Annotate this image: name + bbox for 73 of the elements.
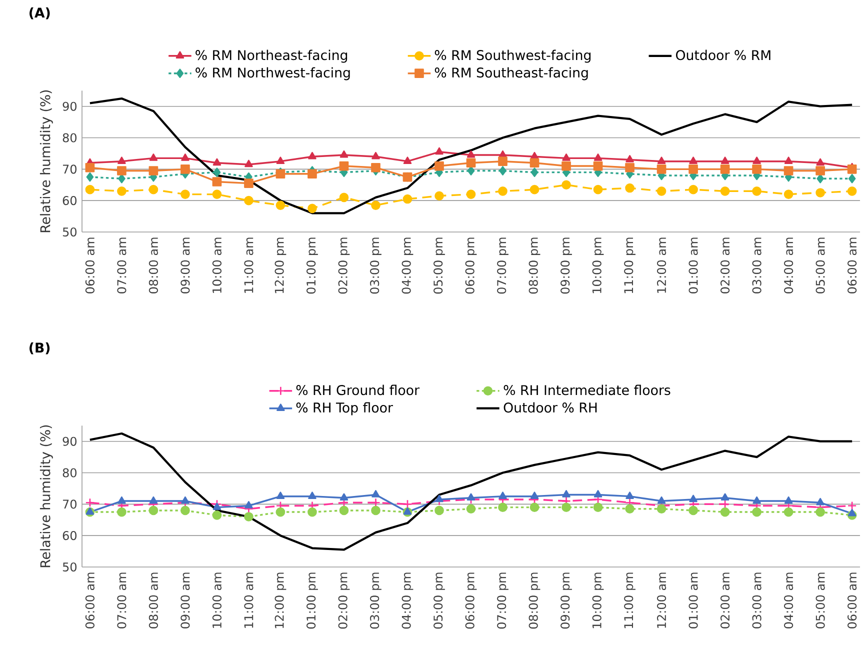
y-tick-label: 70 bbox=[63, 500, 76, 509]
x-tick-label: 04:00 am bbox=[784, 238, 794, 294]
x-tick-label: 08:00 pm bbox=[528, 572, 540, 629]
x-tick-label: 02:00 pm bbox=[338, 238, 350, 294]
x-tick-label: 11:00 am bbox=[244, 238, 254, 293]
x-tick-label: 11:00 pm bbox=[624, 572, 636, 628]
x-tick-label: 01:00 am bbox=[688, 238, 698, 294]
legend-label: % RM Southeast-facing bbox=[434, 67, 588, 80]
legend-label: % RM Northwest-facing bbox=[196, 67, 350, 80]
x-tick-label: 12:00 am bbox=[656, 572, 666, 628]
x-tick-label: 06:00 pm bbox=[465, 572, 477, 629]
y-tick-label: 80 bbox=[62, 133, 76, 142]
x-tick-label: 06:00 am bbox=[848, 238, 857, 294]
x-tick-label: 03:00 pm bbox=[370, 572, 382, 629]
x-tick-label: 02:00 pm bbox=[338, 572, 350, 629]
x-tick-label: 06:00 am bbox=[85, 238, 94, 294]
x-tick-label: 07:00 pm bbox=[497, 238, 508, 294]
legend-label: Outdoor % RM bbox=[676, 50, 770, 60]
legend-label: % RM Southwest-facing bbox=[434, 50, 591, 63]
x-tick-label: 11:00 am bbox=[244, 572, 254, 628]
y-tick-label: 60 bbox=[62, 531, 76, 540]
y-axis-title: Relative humidity (%) bbox=[40, 90, 53, 232]
y-tick-label: 50 bbox=[62, 562, 76, 572]
y-tick-label: 50 bbox=[62, 227, 76, 237]
x-tick-label: 10:00 pm bbox=[592, 572, 604, 628]
x-tick-label: 12:00 pm bbox=[274, 238, 286, 294]
x-tick-label: 07:00 pm bbox=[497, 572, 508, 629]
x-tick-label: 04:00 pm bbox=[402, 238, 414, 294]
x-tick-label: 10:00 am bbox=[212, 572, 222, 628]
x-tick-label: 09:00 am bbox=[180, 238, 190, 294]
legend-label: % RM Northeast-facing bbox=[196, 50, 348, 63]
x-tick-label: 08:00 pm bbox=[528, 238, 540, 294]
x-tick-label: 09:00 pm bbox=[560, 238, 572, 294]
legend-label: % RH Top floor bbox=[296, 402, 393, 416]
legend-label: % RH Ground floor bbox=[296, 384, 420, 396]
x-tick-label: 11:00 pm bbox=[624, 238, 636, 294]
x-tick-label: 09:00 am bbox=[180, 572, 190, 628]
y-axis-title: Relative humidity (%) bbox=[40, 425, 53, 568]
x-tick-label: 03:00 pm bbox=[370, 238, 382, 294]
x-tick-label: 06:00 am bbox=[85, 572, 94, 628]
x-tick-label: 04:00 pm bbox=[402, 572, 414, 629]
x-tick-label: 10:00 pm bbox=[592, 238, 604, 294]
x-tick-label: 05:00 am bbox=[816, 572, 825, 628]
y-tick-label: 90 bbox=[62, 102, 76, 111]
x-tick-label: 03:00 am bbox=[752, 238, 762, 294]
legend-label: % RH Intermediate floors bbox=[504, 384, 670, 396]
x-tick-label: 04:00 am bbox=[784, 572, 794, 628]
x-tick-label: 06:00 am bbox=[848, 572, 857, 628]
x-tick-label: 07:00 am bbox=[117, 238, 126, 294]
x-tick-label: 01:00 pm bbox=[306, 238, 318, 294]
x-tick-label: 05:00 pm bbox=[434, 238, 445, 294]
x-tick-label: 05:00 pm bbox=[434, 572, 445, 629]
y-tick-label: 60 bbox=[62, 196, 76, 206]
x-tick-label: 03:00 am bbox=[752, 572, 762, 628]
x-tick-label: 10:00 am bbox=[212, 238, 222, 293]
y-tick-label: 70 bbox=[63, 164, 76, 174]
x-tick-label: 01:00 am bbox=[688, 572, 698, 628]
x-tick-label: 06:00 pm bbox=[465, 238, 477, 294]
chart-title: (A) bbox=[30, 7, 50, 20]
x-tick-label: 07:00 am bbox=[117, 572, 126, 628]
legend-label: Outdoor % RH bbox=[504, 402, 597, 413]
x-tick-label: 02:00 am bbox=[720, 238, 730, 294]
x-tick-label: 02:00 am bbox=[720, 572, 730, 628]
x-tick-label: 08:00 am bbox=[148, 238, 158, 294]
x-tick-label: 09:00 pm bbox=[560, 572, 572, 629]
x-tick-label: 05:00 am bbox=[816, 238, 825, 294]
x-tick-label: 01:00 pm bbox=[306, 572, 318, 629]
y-tick-label: 90 bbox=[62, 436, 76, 446]
x-tick-label: 12:00 am bbox=[656, 238, 666, 293]
x-tick-label: 08:00 am bbox=[148, 572, 158, 628]
x-tick-label: 12:00 pm bbox=[274, 572, 286, 628]
chart-title: (B) bbox=[30, 342, 50, 354]
y-tick-label: 80 bbox=[62, 468, 76, 478]
